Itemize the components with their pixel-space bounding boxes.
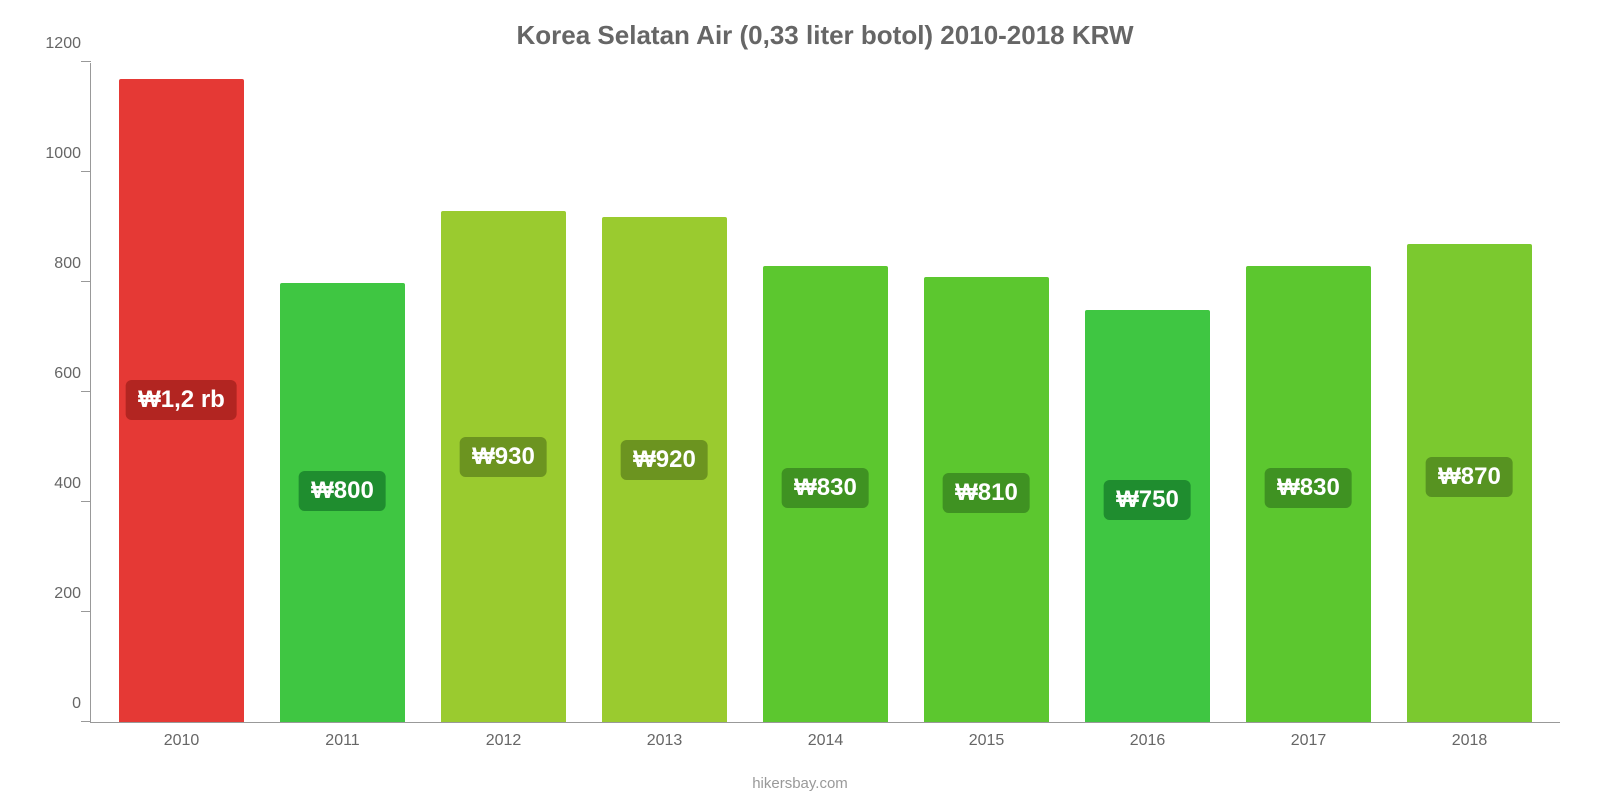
x-tick-label: 2013 <box>647 732 683 750</box>
bar: ₩1,2 rb <box>119 79 245 722</box>
bar-slot: ₩8302014 <box>745 63 906 722</box>
bar-slot: ₩8302017 <box>1228 63 1389 722</box>
bar-value-label: ₩810 <box>943 473 1030 513</box>
y-tick-label: 1200 <box>31 35 81 53</box>
y-tick-label: 600 <box>31 365 81 383</box>
y-tick-label: 400 <box>31 475 81 493</box>
y-tick <box>81 391 91 392</box>
bar-value-label: ₩870 <box>1426 457 1513 497</box>
x-tick-label: 2018 <box>1452 732 1488 750</box>
bar: ₩810 <box>924 277 1050 722</box>
bar-slot: ₩9202013 <box>584 63 745 722</box>
bar-value-label: ₩800 <box>299 471 386 511</box>
y-tick-label: 800 <box>31 255 81 273</box>
x-tick-label: 2014 <box>808 732 844 750</box>
bar-value-label: ₩830 <box>782 468 869 508</box>
bar: ₩920 <box>602 217 728 722</box>
plot-area: ₩1,2 rb2010₩8002011₩9302012₩9202013₩8302… <box>90 63 1560 723</box>
bar: ₩800 <box>280 283 406 722</box>
y-tick-label: 200 <box>31 585 81 603</box>
bar-slot: ₩9302012 <box>423 63 584 722</box>
y-tick <box>81 281 91 282</box>
bar-slot: ₩8102015 <box>906 63 1067 722</box>
y-tick <box>81 171 91 172</box>
x-tick-label: 2016 <box>1130 732 1166 750</box>
chart-container: Korea Selatan Air (0,33 liter botol) 201… <box>0 0 1600 800</box>
bar: ₩830 <box>763 266 889 722</box>
bar: ₩930 <box>441 211 567 722</box>
bar: ₩750 <box>1085 310 1211 722</box>
bar-slot: ₩8002011 <box>262 63 423 722</box>
bar-value-label: ₩750 <box>1104 480 1191 520</box>
bar-value-label: ₩930 <box>460 437 547 477</box>
chart-title: Korea Selatan Air (0,33 liter botol) 201… <box>90 20 1560 51</box>
bar: ₩870 <box>1407 244 1533 722</box>
bar-slot: ₩1,2 rb2010 <box>101 63 262 722</box>
bars-group: ₩1,2 rb2010₩8002011₩9302012₩9202013₩8302… <box>91 63 1560 722</box>
x-tick-label: 2012 <box>486 732 522 750</box>
bar-value-label: ₩1,2 rb <box>126 380 237 420</box>
bar: ₩830 <box>1246 266 1372 722</box>
y-tick <box>81 61 91 62</box>
y-tick-label: 1000 <box>31 145 81 163</box>
bar-slot: ₩8702018 <box>1389 63 1550 722</box>
x-tick-label: 2011 <box>325 732 359 750</box>
x-tick-label: 2010 <box>164 732 200 750</box>
bar-value-label: ₩830 <box>1265 468 1352 508</box>
chart-footer: hikersbay.com <box>0 775 1600 792</box>
bar-value-label: ₩920 <box>621 440 708 480</box>
y-tick <box>81 721 91 722</box>
y-tick-label: 0 <box>31 695 81 713</box>
y-tick <box>81 611 91 612</box>
x-tick-label: 2015 <box>969 732 1005 750</box>
bar-slot: ₩7502016 <box>1067 63 1228 722</box>
x-tick-label: 2017 <box>1291 732 1327 750</box>
y-tick <box>81 501 91 502</box>
